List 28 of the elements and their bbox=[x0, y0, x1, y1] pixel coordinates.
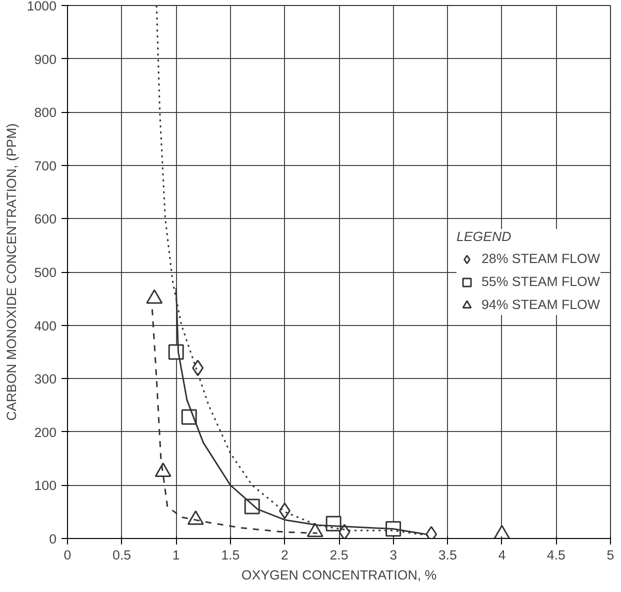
x-tick-label: 3.5 bbox=[438, 548, 457, 562]
legend-label: 55% STEAM FLOW bbox=[482, 274, 600, 289]
x-tick-label: 0 bbox=[64, 548, 72, 562]
x-axis-title: OXYGEN CONCENTRATION, % bbox=[241, 568, 437, 582]
legend-label: 94% STEAM FLOW bbox=[482, 297, 600, 312]
y-tick-label: 700 bbox=[34, 158, 57, 174]
y-tick-label: 0 bbox=[49, 532, 57, 546]
x-tick-label: 4.5 bbox=[546, 548, 566, 562]
y-tick-label: 900 bbox=[34, 52, 57, 67]
y-axis-title: CARBON MONOXIDE CONCENTRATION, (PPM) bbox=[4, 123, 19, 421]
y-tick-label: 500 bbox=[34, 265, 57, 280]
x-tick-label: 1 bbox=[172, 548, 180, 562]
x-tick-label: 0.5 bbox=[112, 548, 132, 562]
y-tick-label: 600 bbox=[34, 212, 57, 227]
y-tick-label: 300 bbox=[34, 372, 57, 387]
legend-title: LEGEND bbox=[456, 228, 512, 244]
x-tick-label: 4 bbox=[498, 548, 506, 562]
y-tick-label: 1000 bbox=[26, 0, 57, 14]
x-tick-label: 3 bbox=[390, 548, 398, 562]
y-tick-label: 800 bbox=[34, 105, 57, 120]
y-tick-label: 200 bbox=[34, 424, 57, 440]
x-tick-label: 2.5 bbox=[330, 548, 348, 562]
y-tick-label: 400 bbox=[34, 318, 57, 334]
legend-label: 28% STEAM FLOW bbox=[482, 251, 600, 266]
x-tick-label: 1.5 bbox=[221, 548, 240, 562]
x-tick-label: 2 bbox=[280, 548, 288, 562]
y-tick-label: 100 bbox=[34, 478, 57, 494]
x-tick-label: 5 bbox=[606, 548, 614, 562]
